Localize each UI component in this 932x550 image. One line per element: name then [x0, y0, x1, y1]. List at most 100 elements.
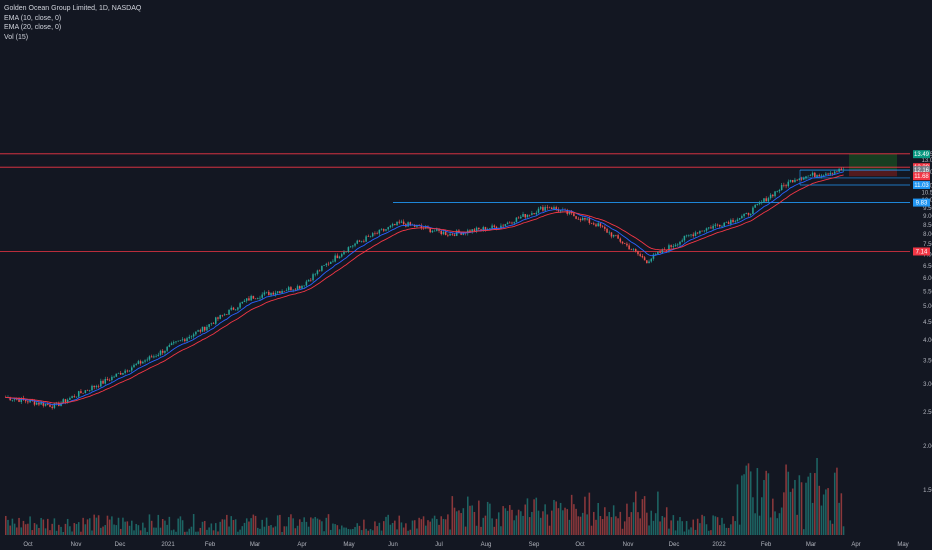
y-tick-label: 4.00	[923, 338, 932, 344]
candle-body	[606, 228, 608, 233]
volume-bar	[394, 520, 396, 535]
volume-bar	[809, 472, 812, 535]
candle-body	[161, 350, 164, 353]
candle-body	[506, 222, 509, 225]
volume-bar	[327, 514, 330, 535]
volume-bar	[369, 529, 372, 535]
candle-body	[789, 180, 792, 182]
volume-bar	[126, 521, 129, 535]
candle-body	[212, 323, 215, 324]
candle-body	[318, 270, 321, 272]
volume-bar	[13, 523, 16, 535]
volume-bar	[82, 517, 84, 535]
volume-bar	[294, 528, 297, 535]
volume-bar	[146, 531, 149, 535]
volume-bar	[111, 516, 113, 535]
volume-bar	[20, 527, 23, 535]
volume-bar	[95, 517, 98, 535]
price-tag-label: 11.03	[914, 183, 929, 189]
candle-body	[62, 399, 65, 404]
candle-body	[604, 226, 606, 229]
candle-body	[139, 361, 142, 364]
volume-bar	[783, 492, 785, 535]
volume-bar	[161, 518, 164, 535]
volume-bar	[765, 470, 767, 535]
candle-body	[500, 225, 502, 229]
volume-bar	[413, 520, 416, 535]
volume-bar	[265, 517, 268, 535]
volume-bar	[707, 530, 710, 535]
volume-bar	[555, 501, 557, 535]
candle-body	[559, 210, 562, 212]
volume-bar	[570, 494, 573, 535]
volume-bar	[738, 524, 741, 535]
volume-bar	[31, 530, 34, 535]
volume-bar	[712, 515, 714, 535]
volume-bar	[226, 514, 228, 535]
candle-body	[93, 385, 95, 388]
candle-body	[327, 263, 330, 265]
candle-body	[20, 398, 23, 402]
volume-bar	[641, 499, 644, 535]
volume-bar	[257, 527, 259, 535]
candle-body	[237, 307, 239, 310]
y-tick-label: 5.50	[923, 289, 932, 295]
volume-bar	[696, 518, 699, 535]
volume-bar	[411, 520, 414, 535]
volume-bar	[531, 511, 533, 535]
volume-bar	[73, 523, 76, 535]
candle-body	[827, 173, 829, 175]
candle-body	[672, 246, 675, 247]
candle-body	[316, 270, 319, 274]
volume-bar	[259, 528, 261, 535]
candle-body	[365, 236, 367, 242]
y-tick-label: 13.00	[921, 158, 932, 164]
volume-bar	[681, 521, 683, 535]
candle-body	[241, 301, 244, 304]
y-tick-label: 2.00	[923, 444, 932, 450]
candle-body	[387, 227, 389, 230]
candle-body	[482, 227, 485, 230]
volume-bar	[398, 515, 401, 535]
volume-bar	[157, 514, 160, 535]
candle-body	[186, 338, 188, 342]
volume-bar	[482, 517, 485, 535]
stop-zone	[849, 170, 897, 177]
volume-bar	[767, 473, 770, 535]
candle-body	[612, 234, 615, 237]
candle-body	[89, 390, 91, 391]
volume-bar	[593, 511, 595, 535]
candle-body	[252, 295, 255, 299]
candle-body	[442, 231, 445, 235]
candle-body	[626, 243, 628, 246]
candle-body	[641, 255, 644, 258]
volume-bar	[181, 520, 184, 535]
x-tick-label: Nov	[623, 542, 634, 548]
candle-body	[734, 221, 737, 222]
volume-bar	[489, 503, 491, 535]
volume-bar	[102, 526, 104, 535]
candle-body	[517, 217, 520, 219]
candle-body	[544, 207, 546, 211]
candle-body	[515, 217, 518, 223]
volume-bar	[825, 489, 827, 535]
candle-body	[694, 232, 697, 236]
volume-bar	[97, 515, 100, 535]
volume-bar	[831, 523, 834, 535]
volume-bar	[106, 515, 109, 535]
volume-bar	[601, 519, 604, 535]
volume-bar	[365, 528, 367, 535]
volume-bar	[305, 521, 308, 535]
volume-bar	[535, 497, 538, 535]
volume-bar	[263, 526, 266, 535]
candle-body	[44, 403, 47, 406]
candle-body	[690, 234, 692, 236]
volume-bar	[312, 518, 314, 535]
candle-body	[703, 230, 706, 232]
volume-bar	[16, 527, 18, 535]
candle-body	[650, 258, 653, 262]
candle-body	[593, 223, 595, 225]
volume-bar	[685, 521, 688, 535]
candle-body	[77, 391, 80, 397]
